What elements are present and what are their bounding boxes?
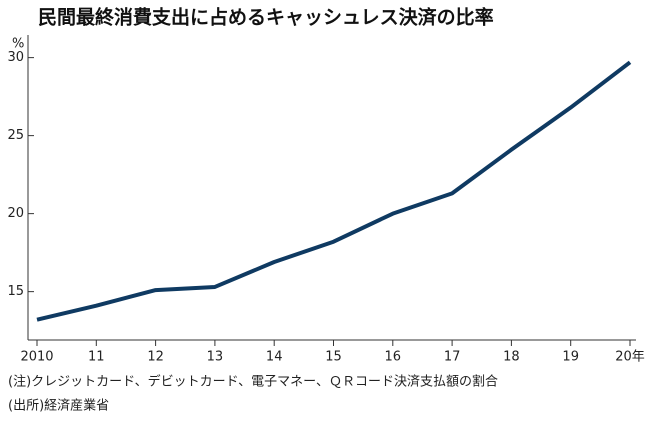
x-tick-label: 19 — [562, 350, 579, 365]
x-tick-label: 2010 — [20, 350, 53, 365]
source: (出所)経済産業省 — [8, 398, 109, 414]
x-tick-label: 13 — [207, 350, 224, 365]
y-tick-label: 15 — [7, 284, 24, 299]
chart-title: 民間最終消費支出に占めるキャッシュレス決済の比率 — [38, 6, 494, 29]
y-unit: % — [12, 37, 24, 52]
y-tick-label: 25 — [7, 128, 24, 143]
y-tick-label: 30 — [7, 50, 24, 65]
x-tick-label: 20年 — [615, 350, 645, 365]
x-tick-label: 18 — [503, 350, 520, 365]
x-tick-label: 14 — [266, 350, 283, 365]
x-tick-label: 17 — [444, 350, 461, 365]
x-tick-label: 11 — [88, 350, 105, 365]
y-tick-label: 20 — [7, 206, 24, 221]
x-tick-label: 16 — [385, 350, 402, 365]
note: (注)クレジットカード、デビットカード、電子マネー、ＱＲコード決済支払額の割合 — [8, 374, 498, 390]
data-line — [36, 60, 632, 322]
x-tick-label: 15 — [325, 350, 342, 365]
x-tick-label: 12 — [147, 350, 164, 365]
